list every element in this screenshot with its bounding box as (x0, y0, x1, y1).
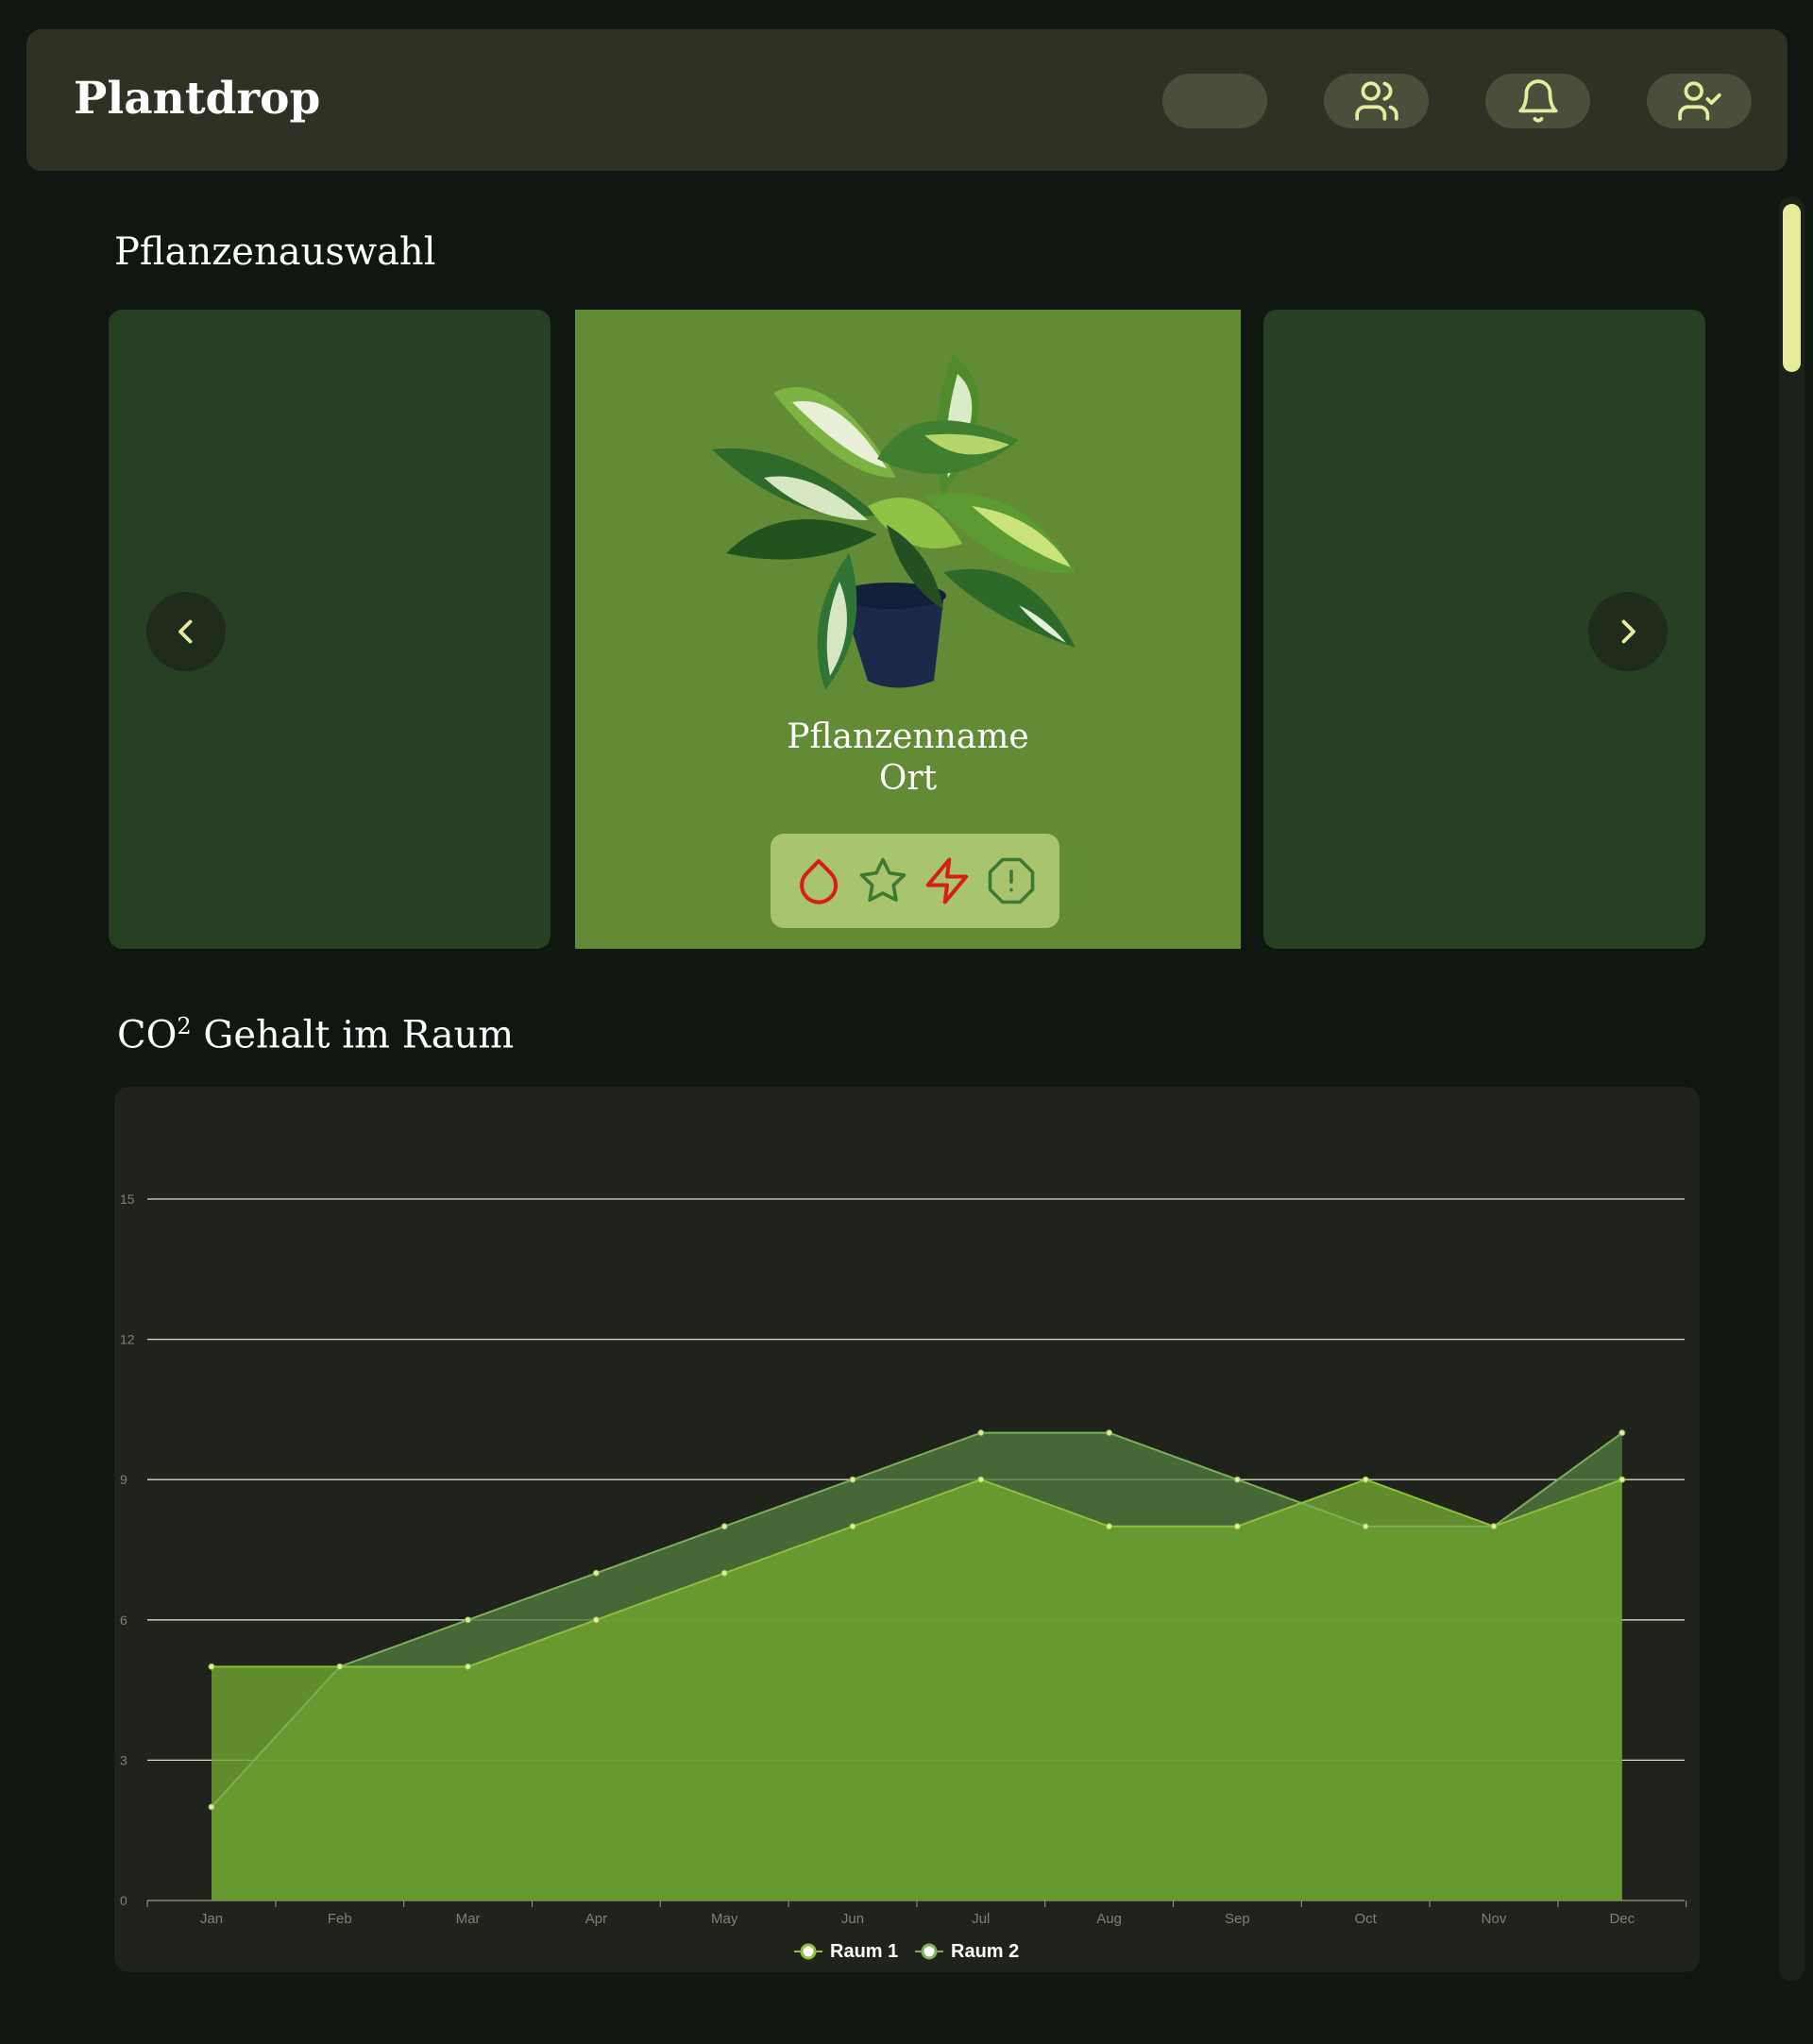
x-tick-label: Aug (1096, 1911, 1122, 1927)
point-raum-2 (208, 1803, 215, 1811)
users-icon (1354, 81, 1398, 121)
carousel-prev-button[interactable] (146, 592, 226, 671)
y-tick-label: 9 (120, 1472, 127, 1487)
x-tick-label: Nov (1482, 1911, 1507, 1927)
co2-title-rest: Gehalt im Raum (191, 1013, 515, 1057)
plant-location: Ort (878, 759, 938, 798)
y-tick-label: 15 (120, 1191, 135, 1207)
chevron-left-icon (178, 619, 193, 644)
x-tick-label: Jul (972, 1911, 990, 1927)
users-button[interactable] (1324, 74, 1429, 128)
point-raum-1 (208, 1663, 215, 1670)
page-scrollbar[interactable] (1779, 196, 1805, 1981)
point-raum-1 (1618, 1476, 1626, 1483)
x-tick-label: Sep (1225, 1911, 1250, 1927)
point-raum-2 (849, 1476, 856, 1483)
y-tick-label: 6 (120, 1613, 127, 1628)
header-blank-button[interactable] (1162, 74, 1267, 128)
point-raum-1 (977, 1476, 985, 1483)
water-drop-icon (800, 859, 839, 904)
x-tick-label: Apr (585, 1911, 607, 1927)
legend-marker-raum-1 (800, 1943, 817, 1960)
plant-selection-title: Pflanzenauswahl (114, 230, 436, 274)
point-raum-1 (1362, 1476, 1369, 1483)
co2-chart-panel: 0 3 6 9 12 15 Jan Feb Mar Apr May Jun Jul Aug Sep Oct No… (114, 1087, 1700, 1972)
app-title: Plantdrop (74, 73, 321, 125)
chart-points (208, 1429, 1626, 1811)
point-raum-1 (1106, 1523, 1113, 1530)
plant-card-active[interactable]: Pflanzenname Ort (575, 310, 1241, 949)
legend-label-raum-1: Raum 1 (830, 1941, 898, 1962)
co2-title-main: CO (117, 1013, 178, 1057)
point-raum-1 (465, 1663, 472, 1670)
carousel-next-button[interactable] (1588, 592, 1668, 671)
point-raum-2 (720, 1523, 728, 1530)
point-raum-2 (1362, 1523, 1369, 1530)
profile-button[interactable] (1647, 74, 1752, 128)
x-tick-label: Jan (200, 1911, 223, 1927)
chart-lines (211, 1431, 1623, 1808)
y-tick-label: 12 (120, 1332, 135, 1347)
legend-label-raum-2: Raum 2 (951, 1941, 1019, 1962)
alert-octagon-icon (988, 857, 1035, 904)
plant-name: Pflanzenname (787, 718, 1029, 756)
point-raum-1 (592, 1616, 600, 1624)
bell-icon (1517, 79, 1558, 123)
x-tick-label: Mar (456, 1911, 481, 1927)
x-tick-label: May (711, 1911, 738, 1927)
y-tick-label: 0 (120, 1893, 127, 1908)
point-raum-2 (977, 1429, 985, 1437)
chart-areas (212, 1432, 1622, 1900)
line-raum-1 (212, 1478, 1623, 1668)
chevron-right-icon (1621, 619, 1635, 644)
point-raum-2 (1106, 1429, 1113, 1437)
plant-image (712, 355, 1076, 690)
point-raum-2 (1490, 1523, 1498, 1530)
plant-status-bar (771, 834, 1059, 928)
x-tick-label: Jun (841, 1911, 864, 1927)
line-raum-2 (211, 1431, 1623, 1808)
point-raum-2 (1233, 1476, 1241, 1483)
scrollbar-thumb[interactable] (1783, 204, 1801, 372)
co2-title: CO2 Gehalt im Raum (117, 1013, 514, 1056)
user-check-icon (1677, 81, 1721, 121)
point-raum-2 (1618, 1429, 1626, 1437)
point-raum-1 (720, 1569, 728, 1577)
lightning-icon (925, 857, 969, 904)
x-tick-label: Oct (1355, 1911, 1378, 1927)
chart-axes: 0 3 6 9 12 15 Jan Feb Mar Apr May Jun Jul Aug Sep Oct No… (120, 1191, 1687, 1927)
x-tick-label: Feb (328, 1911, 352, 1927)
legend-marker-raum-2 (921, 1943, 938, 1960)
star-icon (859, 857, 906, 903)
chart-legend[interactable]: Raum 1 Raum 2 (794, 1941, 1019, 1962)
y-tick-label: 3 (120, 1752, 127, 1767)
x-tick-label: Dec (1609, 1911, 1635, 1927)
top-bar: Plantdrop (26, 29, 1788, 171)
point-raum-2 (592, 1569, 600, 1577)
point-raum-1 (849, 1523, 856, 1530)
point-raum-1 (1233, 1523, 1241, 1530)
co2-chart: 0 3 6 9 12 15 Jan Feb Mar Apr May Jun Jul Aug Sep Oct No… (120, 1191, 1687, 1962)
point-raum-2 (465, 1616, 472, 1624)
co2-title-sup: 2 (177, 1013, 192, 1039)
notifications-button[interactable] (1485, 74, 1590, 128)
point-raum-2 (336, 1663, 344, 1670)
area-raum-1 (212, 1479, 1622, 1900)
